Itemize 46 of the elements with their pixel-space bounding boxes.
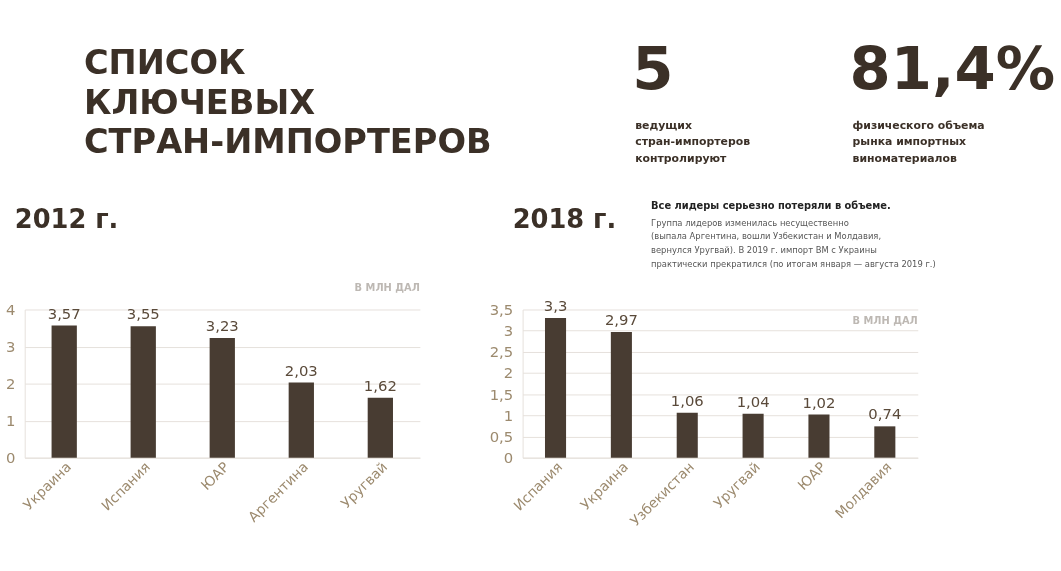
y-tick-label: 0,5 xyxy=(489,427,514,445)
y-tick-label: 3,5 xyxy=(489,300,514,318)
data-label: 3,23 xyxy=(205,317,239,335)
y-tick-label: 0 xyxy=(5,449,16,467)
bar xyxy=(51,325,77,458)
bar xyxy=(610,331,632,458)
bar xyxy=(209,338,235,458)
data-label: 1,04 xyxy=(736,392,770,410)
data-label: 3,3 xyxy=(543,297,568,315)
data-label: 0,74 xyxy=(868,405,902,423)
chart-subtitle: Все лидеры серьезно потеряли в объеме. xyxy=(651,199,891,211)
bar xyxy=(742,413,764,458)
y-tick-label: 4 xyxy=(5,300,16,318)
data-label: 1,02 xyxy=(802,393,836,411)
data-label: 3,55 xyxy=(126,305,160,323)
data-label: 2,03 xyxy=(284,361,318,379)
data-label: 2,97 xyxy=(604,311,638,329)
data-label: 1,62 xyxy=(363,376,397,394)
text: Группа лидеров изменилась несущественно (выпала Аргентина, вошли Узбекистан и Молдавия, вернулся Уругвай). В 2019 г. импорт ВМ с Украины практически прекратился (по итогам января — августа 2019 г.) xyxy=(651,217,936,270)
annotation: В МЛН ДАЛ xyxy=(852,315,918,327)
chart-title: 2018 г. xyxy=(512,204,617,235)
text: В МЛН ДАЛ xyxy=(354,281,420,293)
y-tick-label: 1 xyxy=(5,412,16,430)
bar xyxy=(544,317,567,458)
bar xyxy=(367,397,393,458)
y-tick-label: 2 xyxy=(503,364,514,382)
y-tick-label: 1,5 xyxy=(489,385,514,403)
bar xyxy=(808,414,830,458)
text: ведущих стран-импортеров контролируют xyxy=(635,118,751,166)
y-tick-label: 2,5 xyxy=(489,343,514,361)
y-tick-label: 3 xyxy=(5,337,16,355)
text: СПИСОК КЛЮЧЕВЫХ СТРАН-ИМПОРТЕРОВ xyxy=(83,43,492,162)
bar xyxy=(130,326,156,458)
bar xyxy=(288,382,314,458)
data-label: 1,06 xyxy=(670,391,704,409)
y-tick-label: 2 xyxy=(5,375,16,393)
y-tick-label: 0 xyxy=(503,449,514,467)
chart-title: 2012 г. xyxy=(14,204,119,235)
data-label: 3,57 xyxy=(47,304,81,322)
text: физического объема рынка импортных виноматериалов xyxy=(852,118,985,166)
bar xyxy=(676,412,698,458)
bar xyxy=(874,426,896,458)
text: 81,4% xyxy=(849,34,1056,104)
y-tick-label: 3 xyxy=(503,322,514,340)
y-tick-label: 1 xyxy=(503,406,514,424)
text: 5 xyxy=(632,34,674,104)
